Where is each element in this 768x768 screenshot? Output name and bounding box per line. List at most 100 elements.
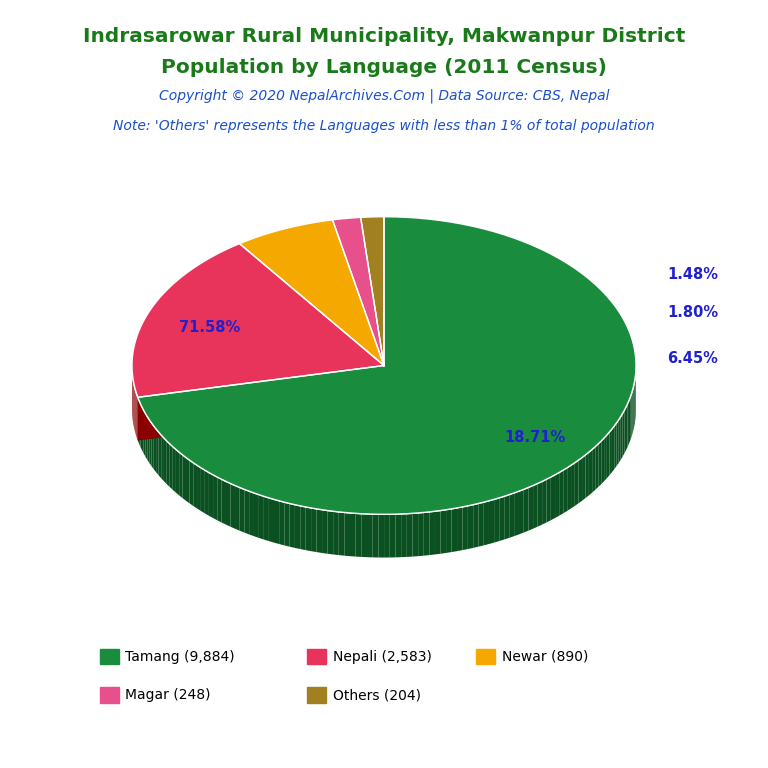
Polygon shape (205, 470, 209, 516)
Polygon shape (209, 472, 213, 518)
Text: Population by Language (2011 Census): Population by Language (2011 Census) (161, 58, 607, 77)
Polygon shape (132, 243, 384, 397)
Polygon shape (379, 515, 384, 558)
Polygon shape (183, 455, 186, 501)
Polygon shape (582, 455, 585, 501)
Polygon shape (361, 217, 384, 366)
Polygon shape (164, 438, 167, 484)
Polygon shape (145, 413, 147, 460)
Polygon shape (462, 506, 468, 550)
Polygon shape (240, 220, 384, 366)
Polygon shape (612, 426, 614, 472)
Polygon shape (538, 482, 542, 527)
Polygon shape (585, 452, 589, 498)
Polygon shape (457, 507, 462, 551)
Text: 1.48%: 1.48% (667, 266, 718, 282)
Polygon shape (226, 482, 230, 527)
Polygon shape (632, 387, 634, 434)
Text: Note: 'Others' represents the Languages with less than 1% of total population: Note: 'Others' represents the Languages … (113, 119, 655, 133)
Polygon shape (494, 498, 499, 542)
Text: 6.45%: 6.45% (667, 351, 718, 366)
Polygon shape (542, 479, 547, 525)
Polygon shape (555, 472, 559, 518)
Polygon shape (589, 449, 592, 495)
Polygon shape (595, 444, 598, 490)
Polygon shape (235, 485, 240, 531)
Polygon shape (269, 498, 274, 543)
Polygon shape (524, 488, 528, 532)
Polygon shape (194, 463, 197, 508)
Text: Magar (248): Magar (248) (125, 688, 210, 702)
Polygon shape (147, 417, 149, 463)
Polygon shape (412, 513, 418, 557)
Polygon shape (528, 485, 533, 531)
Polygon shape (264, 496, 269, 541)
Polygon shape (452, 508, 457, 552)
Polygon shape (629, 397, 631, 444)
Polygon shape (154, 426, 156, 472)
Text: Nepali (2,583): Nepali (2,583) (333, 650, 432, 664)
Polygon shape (396, 514, 401, 558)
Polygon shape (284, 502, 290, 547)
Polygon shape (201, 468, 205, 513)
Polygon shape (254, 493, 259, 538)
Text: Newar (890): Newar (890) (502, 650, 588, 664)
Text: Tamang (9,884): Tamang (9,884) (125, 650, 235, 664)
Polygon shape (484, 501, 489, 545)
Polygon shape (197, 465, 201, 511)
Polygon shape (290, 504, 295, 548)
Polygon shape (156, 429, 159, 475)
Polygon shape (240, 220, 384, 366)
Polygon shape (505, 495, 509, 539)
Polygon shape (137, 397, 139, 444)
Polygon shape (559, 470, 563, 515)
Polygon shape (390, 514, 396, 558)
Polygon shape (132, 243, 384, 397)
Polygon shape (186, 458, 190, 503)
Polygon shape (435, 511, 441, 554)
Polygon shape (574, 460, 578, 506)
Polygon shape (563, 468, 568, 513)
Polygon shape (607, 432, 610, 478)
Polygon shape (547, 477, 551, 522)
Polygon shape (244, 489, 249, 535)
Polygon shape (407, 513, 412, 557)
Polygon shape (137, 217, 636, 515)
Polygon shape (631, 391, 632, 437)
Polygon shape (159, 432, 161, 478)
Polygon shape (624, 407, 626, 453)
Polygon shape (489, 499, 494, 544)
Polygon shape (610, 429, 612, 475)
Polygon shape (627, 400, 629, 447)
Polygon shape (137, 366, 384, 441)
Polygon shape (478, 502, 484, 547)
Polygon shape (240, 488, 244, 532)
Polygon shape (167, 441, 170, 487)
Polygon shape (598, 441, 601, 487)
Polygon shape (142, 407, 144, 453)
Polygon shape (533, 484, 538, 528)
Polygon shape (217, 477, 222, 522)
Polygon shape (306, 507, 311, 551)
Polygon shape (316, 509, 322, 553)
Polygon shape (418, 512, 424, 556)
Polygon shape (249, 492, 254, 536)
Polygon shape (429, 511, 435, 555)
Polygon shape (328, 511, 333, 554)
Polygon shape (139, 401, 141, 447)
Polygon shape (322, 510, 328, 554)
Polygon shape (604, 435, 607, 481)
Polygon shape (361, 514, 367, 557)
Polygon shape (356, 513, 361, 557)
Polygon shape (499, 496, 505, 541)
Polygon shape (623, 410, 624, 457)
Polygon shape (619, 416, 621, 463)
Polygon shape (333, 217, 384, 366)
Text: Copyright © 2020 NepalArchives.Com | Data Source: CBS, Nepal: Copyright © 2020 NepalArchives.Com | Dat… (159, 88, 609, 103)
Polygon shape (300, 506, 306, 550)
Polygon shape (311, 508, 316, 552)
Polygon shape (626, 404, 627, 450)
Polygon shape (333, 511, 339, 555)
Polygon shape (190, 460, 194, 506)
Polygon shape (592, 446, 595, 492)
